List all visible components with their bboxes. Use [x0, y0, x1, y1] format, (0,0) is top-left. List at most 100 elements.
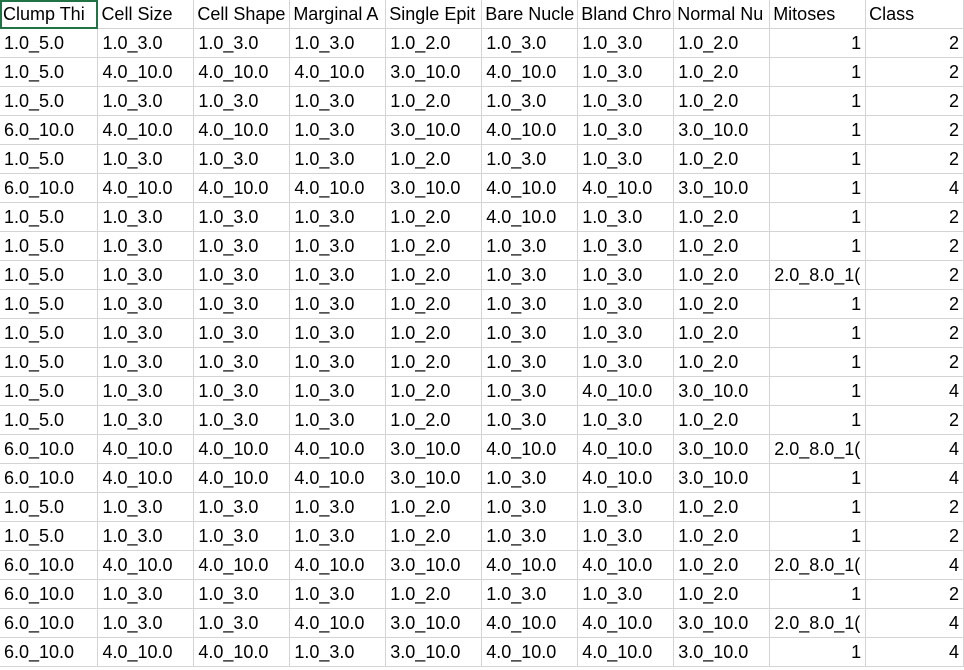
table-cell[interactable]: 1.0_5.0	[0, 57, 99, 87]
table-cell[interactable]: 1.0_3.0	[577, 28, 675, 58]
table-cell[interactable]: 2	[865, 260, 964, 290]
table-cell[interactable]: 4.0_10.0	[481, 173, 579, 203]
table-cell[interactable]: 2	[865, 405, 964, 435]
table-cell[interactable]: 1.0_3.0	[289, 231, 387, 261]
table-cell[interactable]: 1.0_5.0	[0, 492, 99, 522]
table-cell[interactable]: 1.0_3.0	[193, 521, 291, 551]
table-cell[interactable]: 4.0_10.0	[97, 173, 195, 203]
table-cell[interactable]: 1.0_5.0	[0, 347, 99, 377]
table-cell[interactable]: 2	[865, 492, 964, 522]
table-cell[interactable]: 1.0_3.0	[97, 86, 195, 116]
table-cell[interactable]: 1.0_3.0	[289, 28, 387, 58]
table-cell[interactable]: 1	[769, 405, 867, 435]
table-cell[interactable]: 1.0_3.0	[577, 260, 675, 290]
table-cell[interactable]: 1.0_3.0	[481, 231, 579, 261]
table-cell[interactable]: 1	[769, 144, 867, 174]
header-cell[interactable]: Mitoses	[769, 0, 867, 29]
table-cell[interactable]: 1.0_3.0	[97, 376, 195, 406]
table-cell[interactable]: 4.0_10.0	[289, 550, 387, 580]
table-cell[interactable]: 1.0_3.0	[193, 579, 291, 609]
table-cell[interactable]: 1.0_3.0	[289, 376, 387, 406]
table-cell[interactable]: 1.0_3.0	[289, 347, 387, 377]
table-cell[interactable]: 1.0_3.0	[193, 260, 291, 290]
table-cell[interactable]: 1.0_3.0	[97, 28, 195, 58]
table-cell[interactable]: 4.0_10.0	[577, 550, 675, 580]
table-cell[interactable]: 4	[865, 434, 964, 464]
table-cell[interactable]: 1.0_2.0	[673, 318, 771, 348]
table-cell[interactable]: 1	[769, 231, 867, 261]
table-cell[interactable]: 1	[769, 347, 867, 377]
table-cell[interactable]: 1.0_5.0	[0, 260, 99, 290]
table-cell[interactable]: 4.0_10.0	[289, 57, 387, 87]
table-cell[interactable]: 1.0_3.0	[97, 579, 195, 609]
table-cell[interactable]: 1	[769, 115, 867, 145]
table-cell[interactable]: 1.0_3.0	[577, 521, 675, 551]
table-cell[interactable]: 1.0_2.0	[673, 202, 771, 232]
header-cell[interactable]: Single Epit	[385, 0, 483, 29]
table-cell[interactable]: 3.0_10.0	[673, 637, 771, 667]
table-cell[interactable]: 2.0_8.0_1(	[769, 608, 867, 638]
table-cell[interactable]: 1.0_3.0	[481, 405, 579, 435]
table-cell[interactable]: 1.0_2.0	[673, 86, 771, 116]
table-cell[interactable]: 1.0_2.0	[385, 347, 483, 377]
table-cell[interactable]: 1.0_3.0	[481, 28, 579, 58]
table-cell[interactable]: 1.0_3.0	[289, 521, 387, 551]
table-cell[interactable]: 1.0_3.0	[193, 347, 291, 377]
table-cell[interactable]: 4.0_10.0	[97, 115, 195, 145]
table-cell[interactable]: 4.0_10.0	[481, 115, 579, 145]
table-cell[interactable]: 4.0_10.0	[97, 550, 195, 580]
table-cell[interactable]: 1.0_3.0	[577, 289, 675, 319]
table-cell[interactable]: 1.0_3.0	[481, 347, 579, 377]
table-cell[interactable]: 1.0_5.0	[0, 86, 99, 116]
table-cell[interactable]: 1.0_2.0	[385, 202, 483, 232]
table-cell[interactable]: 2	[865, 579, 964, 609]
table-cell[interactable]: 1.0_3.0	[481, 579, 579, 609]
table-cell[interactable]: 6.0_10.0	[0, 463, 99, 493]
table-cell[interactable]: 1.0_3.0	[577, 202, 675, 232]
table-cell[interactable]: 1.0_3.0	[97, 521, 195, 551]
table-cell[interactable]: 1.0_2.0	[385, 376, 483, 406]
table-cell[interactable]: 1.0_3.0	[289, 318, 387, 348]
table-cell[interactable]: 1.0_5.0	[0, 376, 99, 406]
table-cell[interactable]: 1.0_5.0	[0, 144, 99, 174]
table-cell[interactable]: 1	[769, 202, 867, 232]
table-cell[interactable]: 1.0_5.0	[0, 28, 99, 58]
table-cell[interactable]: 1.0_3.0	[577, 144, 675, 174]
table-cell[interactable]: 1.0_3.0	[289, 260, 387, 290]
table-cell[interactable]: 1.0_3.0	[193, 492, 291, 522]
table-cell[interactable]: 1.0_3.0	[97, 202, 195, 232]
table-cell[interactable]: 4.0_10.0	[97, 463, 195, 493]
table-cell[interactable]: 6.0_10.0	[0, 637, 99, 667]
table-cell[interactable]: 1.0_2.0	[673, 231, 771, 261]
table-cell[interactable]: 1.0_3.0	[289, 405, 387, 435]
table-cell[interactable]: 1.0_2.0	[673, 28, 771, 58]
table-cell[interactable]: 3.0_10.0	[385, 115, 483, 145]
table-cell[interactable]: 1.0_3.0	[289, 202, 387, 232]
table-cell[interactable]: 1.0_3.0	[481, 144, 579, 174]
header-cell[interactable]: Class	[865, 0, 964, 29]
table-cell[interactable]: 4.0_10.0	[193, 57, 291, 87]
table-cell[interactable]: 1.0_3.0	[97, 347, 195, 377]
table-cell[interactable]: 1	[769, 637, 867, 667]
table-cell[interactable]: 4	[865, 608, 964, 638]
table-cell[interactable]: 6.0_10.0	[0, 434, 99, 464]
table-cell[interactable]: 1	[769, 86, 867, 116]
table-cell[interactable]: 3.0_10.0	[385, 608, 483, 638]
table-cell[interactable]: 3.0_10.0	[385, 637, 483, 667]
table-cell[interactable]: 1.0_2.0	[673, 550, 771, 580]
table-cell[interactable]: 4.0_10.0	[481, 57, 579, 87]
table-cell[interactable]: 1.0_3.0	[193, 144, 291, 174]
table-cell[interactable]: 2	[865, 318, 964, 348]
table-cell[interactable]: 4.0_10.0	[289, 463, 387, 493]
table-cell[interactable]: 4.0_10.0	[577, 463, 675, 493]
table-cell[interactable]: 4.0_10.0	[193, 463, 291, 493]
table-cell[interactable]: 1.0_5.0	[0, 231, 99, 261]
table-cell[interactable]: 1	[769, 57, 867, 87]
table-cell[interactable]: 1.0_3.0	[481, 463, 579, 493]
table-cell[interactable]: 4.0_10.0	[577, 376, 675, 406]
table-cell[interactable]: 1.0_3.0	[577, 318, 675, 348]
table-cell[interactable]: 4.0_10.0	[481, 637, 579, 667]
header-cell[interactable]: Cell Size	[97, 0, 195, 29]
table-cell[interactable]: 4.0_10.0	[577, 173, 675, 203]
table-cell[interactable]: 1.0_3.0	[193, 376, 291, 406]
